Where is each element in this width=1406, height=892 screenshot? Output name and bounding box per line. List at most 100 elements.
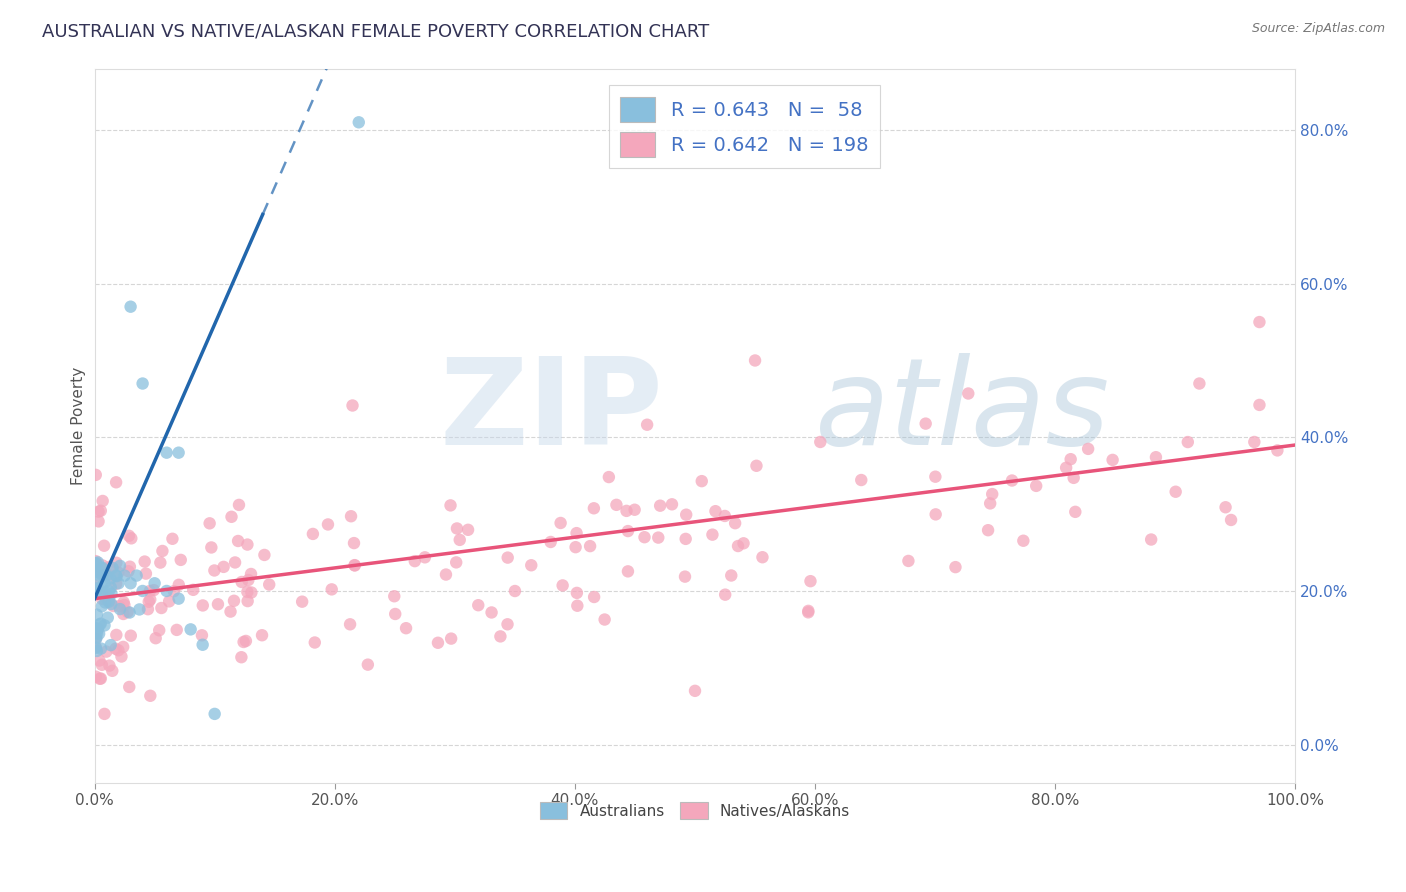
Point <box>924 469 946 483</box>
Point <box>101 561 124 575</box>
Point <box>114 568 136 582</box>
Point <box>1063 471 1085 485</box>
Point <box>84 582 107 596</box>
Point <box>343 536 366 550</box>
Point <box>404 554 426 568</box>
Point <box>112 595 135 609</box>
Point <box>357 657 380 672</box>
Point <box>191 599 214 613</box>
Point <box>228 498 250 512</box>
Point <box>339 617 361 632</box>
Point <box>945 560 967 574</box>
Point <box>1064 505 1087 519</box>
Point <box>87 505 110 519</box>
Point <box>110 649 132 664</box>
Point <box>250 628 273 642</box>
Point <box>1144 450 1167 465</box>
Point <box>253 548 276 562</box>
Point <box>84 579 107 593</box>
Point <box>108 599 131 614</box>
Point <box>914 417 936 431</box>
Point <box>156 584 179 599</box>
Point <box>633 530 655 544</box>
Point <box>152 544 174 558</box>
Point <box>145 631 167 645</box>
Point <box>977 523 1000 537</box>
Text: atlas: atlas <box>815 353 1111 470</box>
Point <box>84 566 107 581</box>
Point <box>86 607 108 622</box>
Point <box>105 576 128 591</box>
Point <box>135 566 157 581</box>
Point <box>565 586 588 600</box>
Point <box>226 533 249 548</box>
Point <box>84 557 107 571</box>
Point <box>150 601 173 615</box>
Point <box>236 594 259 608</box>
Point <box>91 568 114 582</box>
Point <box>90 657 112 672</box>
Point <box>105 556 128 570</box>
Point <box>1001 474 1024 488</box>
Point <box>799 574 821 589</box>
Point <box>797 605 820 619</box>
Point <box>1249 398 1271 412</box>
Point <box>112 607 135 621</box>
Point <box>167 591 190 606</box>
Point <box>107 566 129 580</box>
Point <box>105 568 128 582</box>
Point <box>496 617 519 632</box>
Point <box>257 577 280 591</box>
Point <box>89 568 111 582</box>
Point <box>489 629 512 643</box>
Point <box>139 689 162 703</box>
Point <box>1164 484 1187 499</box>
Point <box>212 560 235 574</box>
Point <box>481 606 503 620</box>
Point <box>157 594 180 608</box>
Point <box>751 550 773 565</box>
Point <box>675 532 697 546</box>
Point <box>540 535 562 549</box>
Point <box>224 556 246 570</box>
Point <box>84 557 107 571</box>
Point <box>156 445 179 459</box>
Point <box>1101 453 1123 467</box>
Point <box>650 499 672 513</box>
Text: Source: ZipAtlas.com: Source: ZipAtlas.com <box>1251 22 1385 36</box>
Point <box>579 539 602 553</box>
Point <box>167 578 190 592</box>
Point <box>90 579 112 593</box>
Point <box>131 584 153 599</box>
Point <box>683 683 706 698</box>
Point <box>84 467 107 482</box>
Point <box>981 487 1004 501</box>
Point <box>142 583 165 598</box>
Point <box>583 590 606 604</box>
Point <box>384 607 406 621</box>
Point <box>84 640 107 655</box>
Point <box>593 613 616 627</box>
Point <box>89 617 111 632</box>
Point <box>690 474 713 488</box>
Point <box>96 568 118 582</box>
Point <box>240 585 263 599</box>
Point <box>232 635 254 649</box>
Point <box>112 598 135 612</box>
Point <box>702 527 724 541</box>
Point <box>108 602 131 616</box>
Point <box>1243 435 1265 450</box>
Point <box>97 610 120 624</box>
Point <box>1012 533 1035 548</box>
Point <box>733 536 755 550</box>
Point <box>1249 315 1271 329</box>
Point <box>97 568 120 582</box>
Point <box>94 595 117 609</box>
Point <box>163 584 186 599</box>
Point <box>340 509 363 524</box>
Point <box>93 576 115 591</box>
Point <box>236 585 259 599</box>
Point <box>1188 376 1211 391</box>
Point <box>605 498 627 512</box>
Point <box>84 670 107 684</box>
